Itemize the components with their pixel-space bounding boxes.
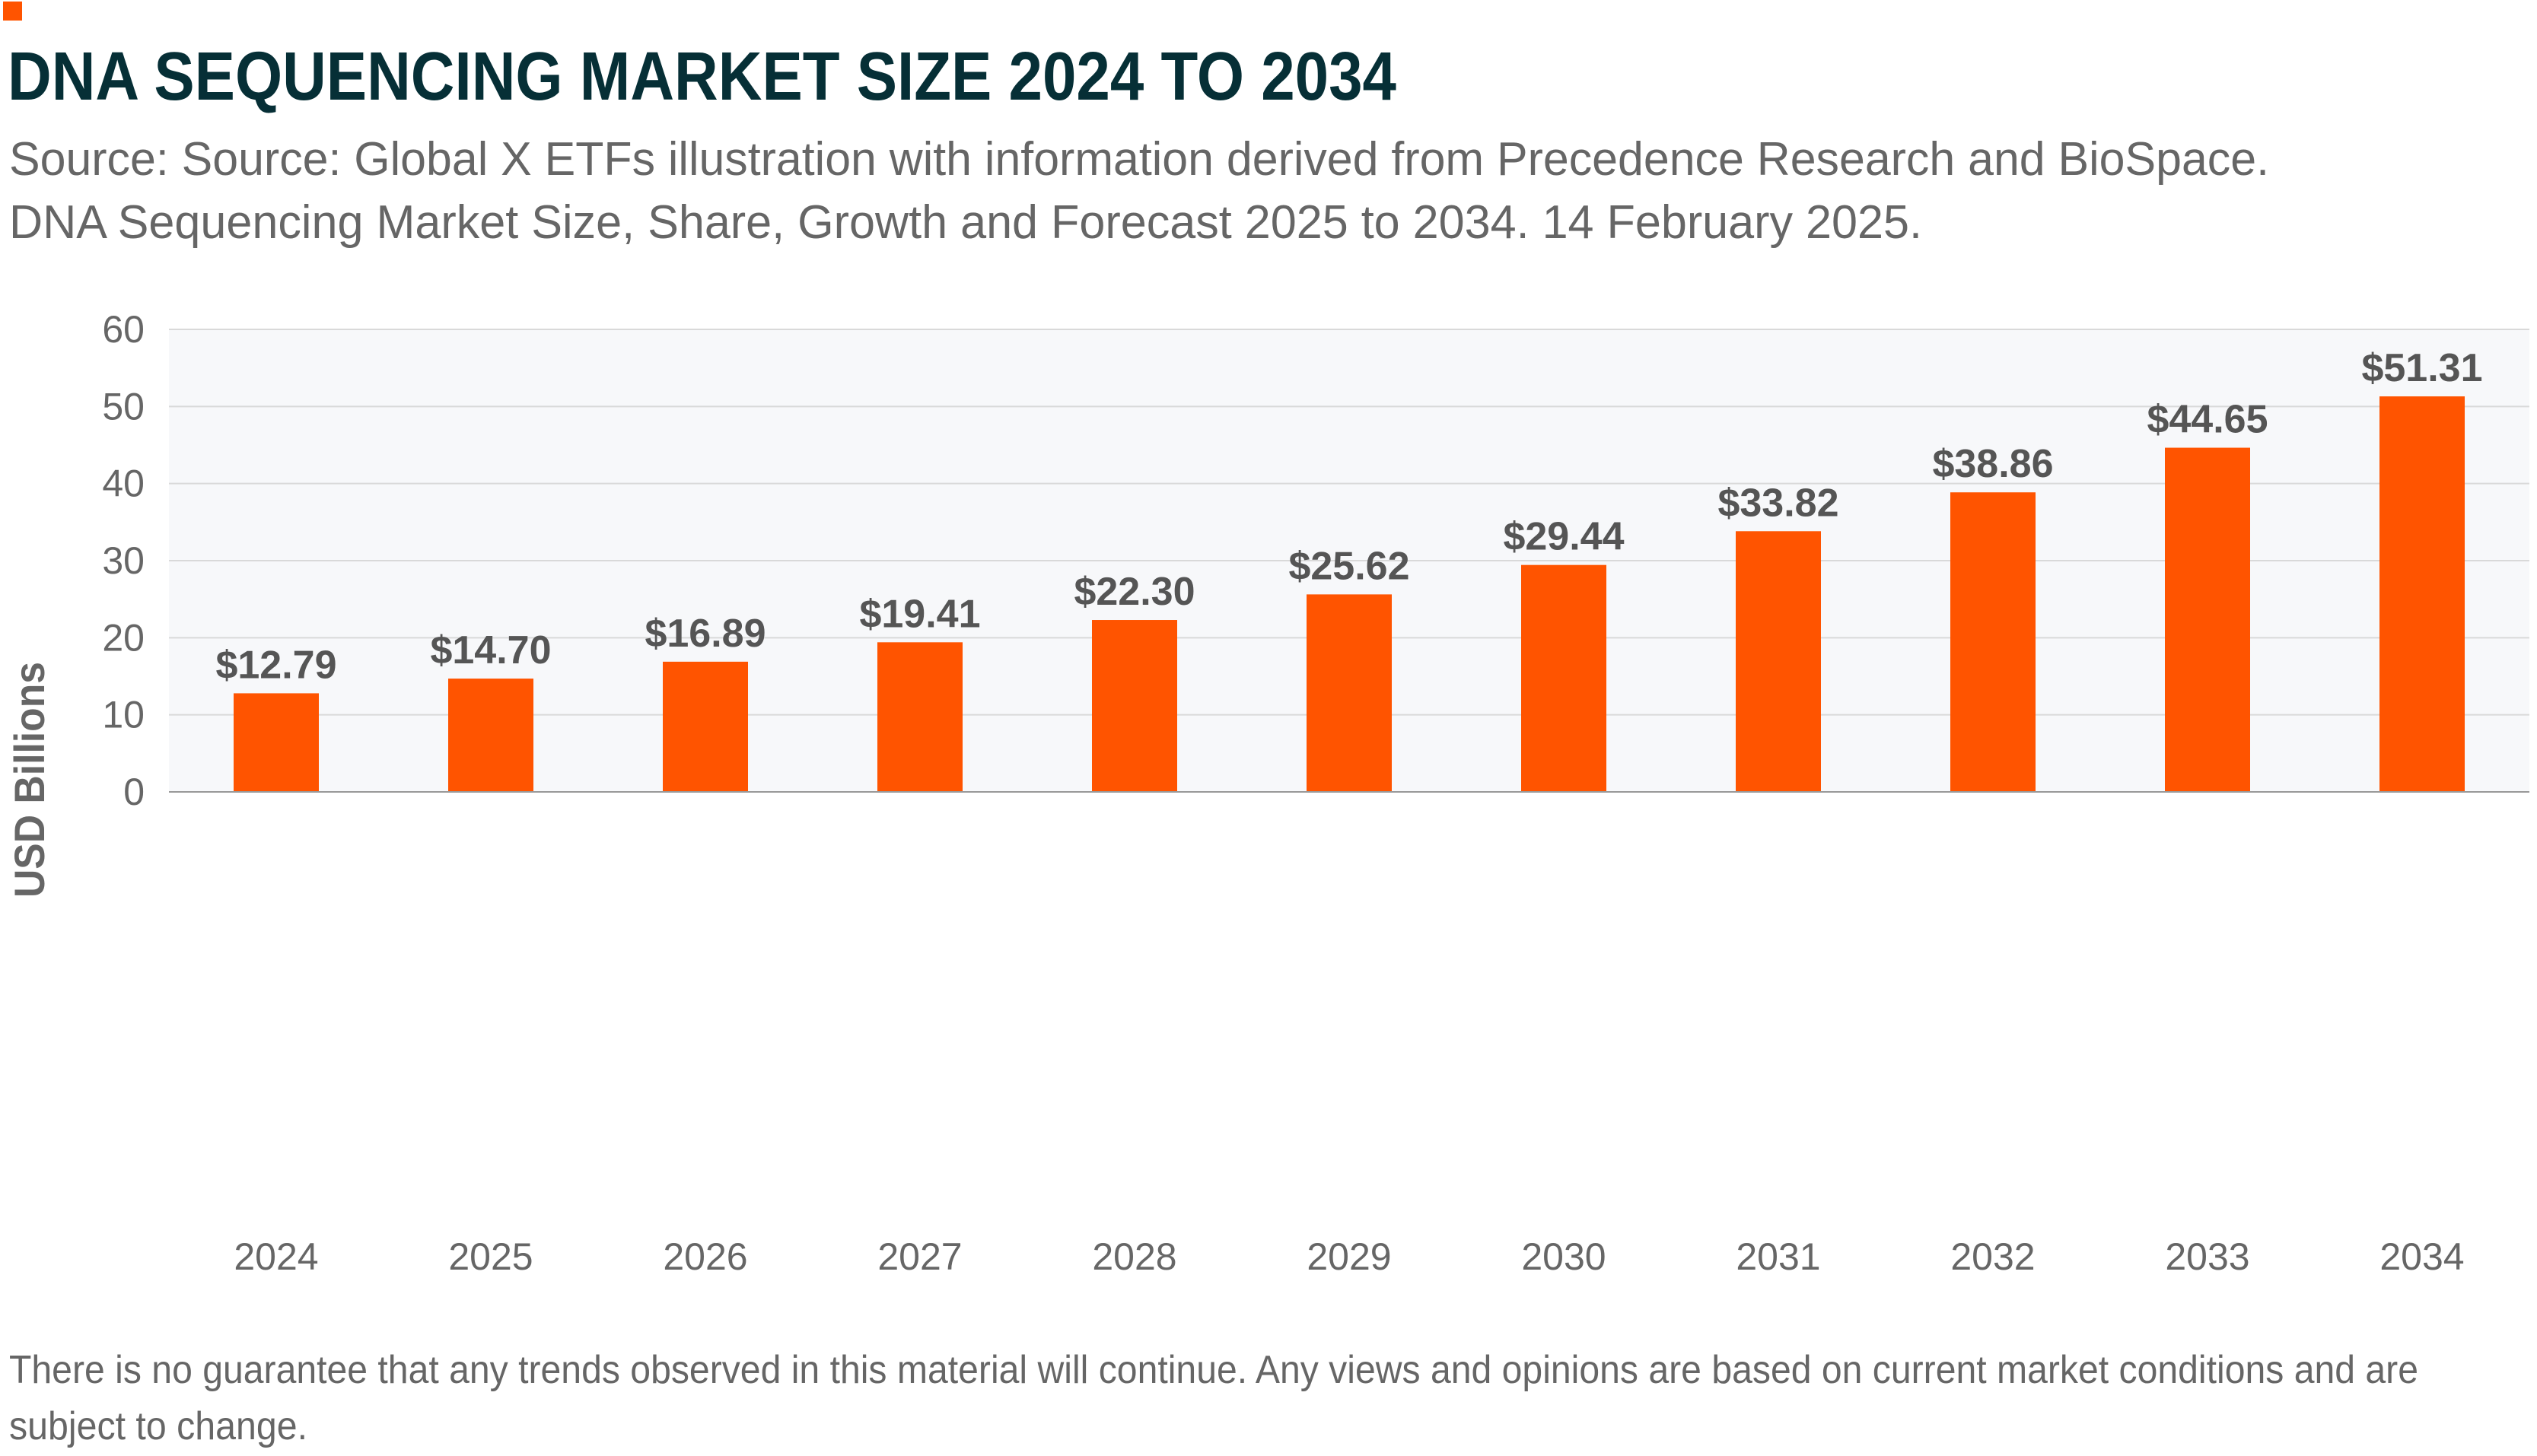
chart-title: DNA SEQUENCING MARKET SIZE 2024 TO 2034 [8,39,1396,115]
bar-2026 [663,661,748,792]
bar-2030 [1521,564,1606,792]
data-label: $51.31 [2361,346,2482,390]
y-tick-label: 20 [102,616,145,659]
x-tick-label: 2027 [877,1235,962,1278]
x-tick-label: 2033 [2165,1235,2249,1278]
data-label: $12.79 [215,643,336,687]
data-label: $44.65 [2147,398,2268,442]
x-tick-label: 2024 [234,1235,318,1278]
x-tick-label: 2034 [2379,1235,2464,1278]
x-tick-label: 2030 [1521,1235,1606,1278]
data-label: $19.41 [859,592,980,636]
data-label: $22.30 [1074,570,1195,614]
bar-2028 [1092,620,1177,792]
x-tick-label: 2026 [663,1235,747,1278]
x-tick-label: 2025 [448,1235,533,1278]
bar-2032 [1950,492,2036,792]
y-tick-label: 50 [102,385,145,428]
bar-2033 [2165,447,2250,792]
y-tick-label: 10 [102,694,145,736]
y-tick-label: 0 [123,771,145,813]
data-label: $29.44 [1503,515,1624,559]
footnote-line1: There is no guarantee that any trends ob… [9,1348,2418,1392]
y-tick-label: 30 [102,539,145,582]
x-tick-labels: 2024 2025 2026 2027 2028 2029 2030 2031 2032 2033… [234,1235,2464,1278]
y-tick-labels: 0 10 20 30 40 50 60 [102,308,145,813]
data-labels: $12.79 $14.70 $16.89 $19.41 $22.30 $25.62 $29.… [215,346,2482,687]
bar-2034 [2379,396,2465,792]
bar-2029 [1307,594,1392,792]
y-tick-label: 40 [102,463,145,505]
footnote-line2: subject to change. [9,1404,307,1448]
data-label: $25.62 [1288,544,1409,588]
y-tick-label: 60 [102,308,145,351]
bar-2024 [234,693,319,792]
x-tick-label: 2031 [1736,1235,1820,1278]
chart-subtitle-line1: Source: Source: Global X ETFs illustrati… [9,133,2269,186]
data-label: $33.82 [1717,481,1838,525]
bar-2025 [448,679,533,792]
x-tick-label: 2032 [1950,1235,2035,1278]
bar-2027 [877,642,963,792]
bars [234,396,2465,792]
x-tick-label: 2028 [1092,1235,1176,1278]
y-axis-label: USD Billions [5,662,53,898]
data-label: $38.86 [1932,442,2053,486]
chart-subtitle-line2: DNA Sequencing Market Size, Share, Growt… [9,196,1922,249]
data-label: $16.89 [645,612,766,656]
bar-2031 [1736,531,1821,792]
x-tick-label: 2029 [1307,1235,1391,1278]
brand-accent-square [3,2,22,21]
data-label: $14.70 [430,628,551,672]
